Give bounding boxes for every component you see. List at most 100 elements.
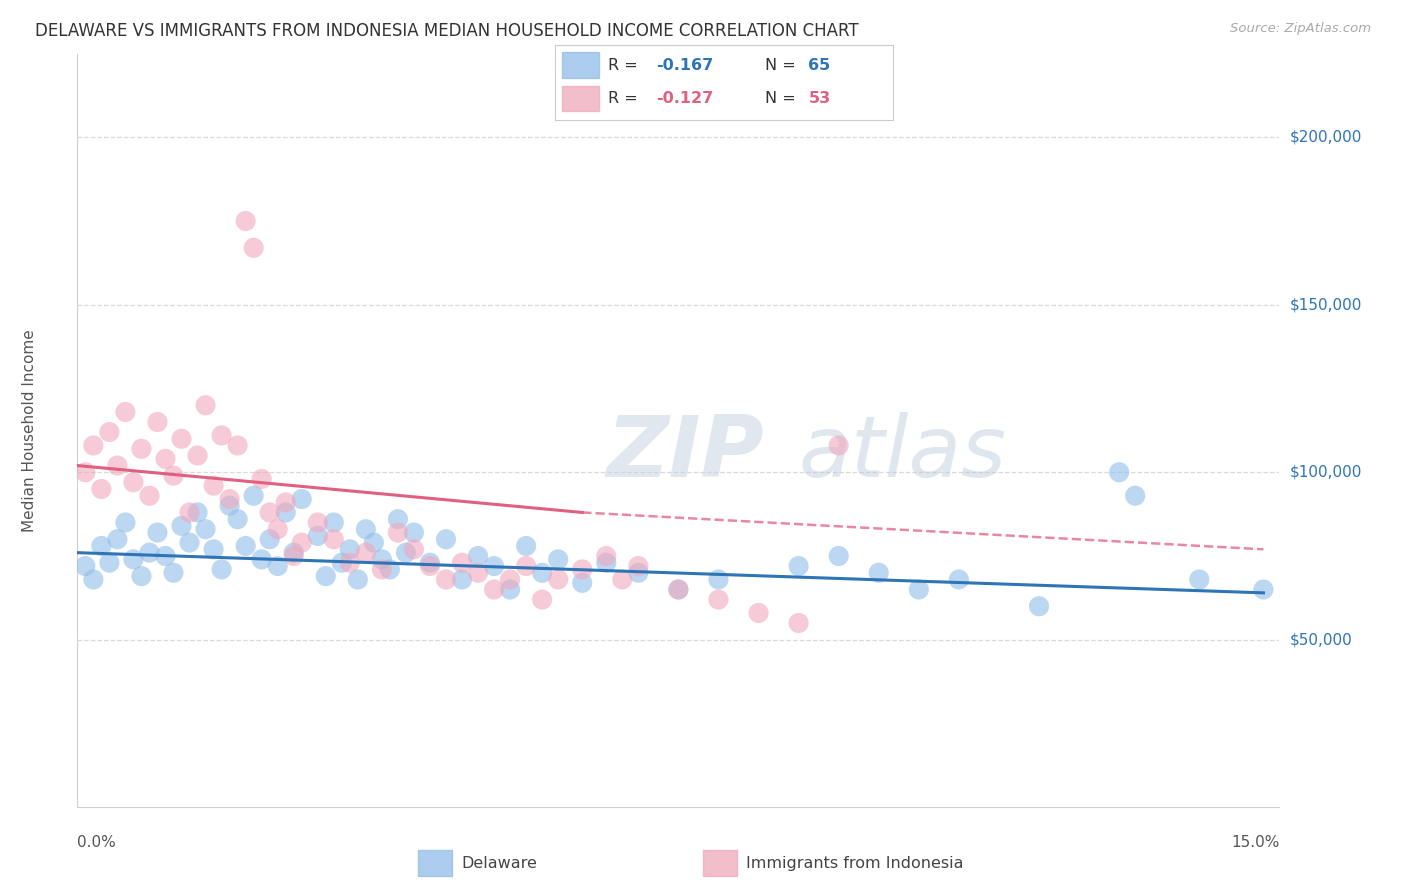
Text: 15.0%: 15.0% xyxy=(1232,836,1279,850)
Point xyxy=(98,556,121,570)
Point xyxy=(179,506,201,520)
Point xyxy=(259,506,281,520)
Point xyxy=(75,465,97,479)
Point xyxy=(612,573,634,587)
Point xyxy=(387,512,409,526)
Point xyxy=(707,573,730,587)
Point xyxy=(131,569,153,583)
Point xyxy=(499,582,522,597)
Point xyxy=(82,573,104,587)
Text: Immigrants from Indonesia: Immigrants from Indonesia xyxy=(747,855,963,871)
Point xyxy=(402,542,425,557)
Point xyxy=(322,516,344,530)
Text: $100,000: $100,000 xyxy=(1289,465,1361,480)
Point xyxy=(122,552,145,566)
Point xyxy=(114,405,136,419)
Point xyxy=(250,472,273,486)
Text: 53: 53 xyxy=(808,91,831,106)
Point xyxy=(138,489,160,503)
Point xyxy=(131,442,153,456)
Point xyxy=(387,525,409,540)
Point xyxy=(668,582,690,597)
Point xyxy=(515,539,537,553)
Point xyxy=(908,582,931,597)
Text: Median Household Income: Median Household Income xyxy=(21,329,37,532)
Point xyxy=(668,582,690,597)
Point xyxy=(291,535,314,549)
Point xyxy=(315,569,337,583)
Point xyxy=(571,562,593,576)
Point xyxy=(499,573,522,587)
Point xyxy=(322,533,344,547)
Point xyxy=(1188,573,1211,587)
Point xyxy=(90,539,112,553)
Text: $200,000: $200,000 xyxy=(1289,129,1361,145)
Point xyxy=(162,566,184,580)
Point xyxy=(242,489,264,503)
Point xyxy=(179,535,201,549)
Text: $50,000: $50,000 xyxy=(1289,632,1353,648)
Point xyxy=(595,549,617,563)
Point xyxy=(1108,465,1130,479)
Point xyxy=(482,559,505,574)
Point xyxy=(828,438,851,452)
Text: N =: N = xyxy=(765,58,800,72)
Point xyxy=(122,475,145,490)
Point xyxy=(627,566,650,580)
Point xyxy=(868,566,890,580)
Point xyxy=(531,566,554,580)
Point xyxy=(211,562,233,576)
Text: N =: N = xyxy=(765,91,800,106)
Point xyxy=(595,556,617,570)
Point xyxy=(787,615,810,630)
Text: 0.0%: 0.0% xyxy=(77,836,117,850)
Point xyxy=(267,522,290,536)
Point xyxy=(250,552,273,566)
Point xyxy=(748,606,770,620)
Point xyxy=(330,556,353,570)
Point xyxy=(451,573,474,587)
FancyBboxPatch shape xyxy=(562,52,599,78)
Point xyxy=(107,533,129,547)
Point xyxy=(948,573,970,587)
Point xyxy=(627,559,650,574)
FancyBboxPatch shape xyxy=(703,850,737,876)
Point xyxy=(218,499,240,513)
Point xyxy=(571,575,593,590)
Point xyxy=(371,552,394,566)
Point xyxy=(1123,489,1146,503)
Point xyxy=(307,529,329,543)
Point xyxy=(170,519,193,533)
Point xyxy=(274,506,297,520)
Point xyxy=(1028,599,1050,614)
Point xyxy=(347,573,370,587)
Point xyxy=(828,549,851,563)
Point xyxy=(267,559,290,574)
Text: -0.167: -0.167 xyxy=(657,58,714,72)
Text: R =: R = xyxy=(607,58,643,72)
Point xyxy=(363,535,385,549)
Point xyxy=(107,458,129,473)
Text: Delaware: Delaware xyxy=(461,855,537,871)
Point xyxy=(186,506,209,520)
Point xyxy=(291,491,314,506)
Text: -0.127: -0.127 xyxy=(657,91,714,106)
Point xyxy=(146,415,169,429)
Point xyxy=(531,592,554,607)
Point xyxy=(235,214,257,228)
Point xyxy=(547,552,569,566)
Point xyxy=(218,491,240,506)
Point xyxy=(274,495,297,509)
Point xyxy=(434,533,457,547)
Point xyxy=(307,516,329,530)
Text: ZIP: ZIP xyxy=(606,411,763,494)
Text: $150,000: $150,000 xyxy=(1289,297,1361,312)
FancyBboxPatch shape xyxy=(562,86,599,112)
Point xyxy=(155,451,177,466)
Point xyxy=(515,559,537,574)
Point xyxy=(242,241,264,255)
Point xyxy=(402,525,425,540)
Point xyxy=(202,478,225,492)
Point xyxy=(162,468,184,483)
Point xyxy=(226,512,249,526)
